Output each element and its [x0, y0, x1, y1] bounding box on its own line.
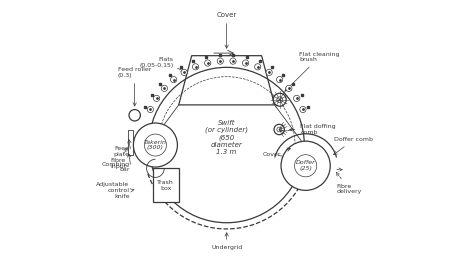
- Circle shape: [129, 110, 140, 121]
- Text: Fibre
input: Fibre input: [110, 148, 127, 169]
- Circle shape: [276, 76, 283, 83]
- Text: Trash
box: Trash box: [157, 180, 174, 191]
- Circle shape: [205, 60, 211, 66]
- Circle shape: [273, 93, 286, 106]
- Text: Flat doffing
comb: Flat doffing comb: [290, 124, 336, 135]
- Text: Doffer
(25): Doffer (25): [296, 160, 316, 171]
- Text: Fibre
delivery: Fibre delivery: [337, 172, 362, 195]
- Text: Cover: Cover: [217, 12, 237, 48]
- Circle shape: [171, 76, 177, 83]
- Text: Swift
(or cylinder)
(650
diameter
1.3 m: Swift (or cylinder) (650 diameter 1.3 m: [205, 120, 248, 155]
- Bar: [153, 168, 179, 202]
- Text: Undergrid: Undergrid: [211, 233, 242, 250]
- Circle shape: [230, 58, 236, 64]
- Text: Combing
bar: Combing bar: [101, 162, 129, 172]
- Circle shape: [154, 95, 160, 102]
- Circle shape: [133, 123, 177, 167]
- Text: Feed roller
(0.3): Feed roller (0.3): [118, 67, 151, 106]
- Circle shape: [281, 141, 330, 190]
- Circle shape: [217, 58, 223, 64]
- Circle shape: [300, 106, 306, 113]
- Text: Feed
plate: Feed plate: [113, 146, 129, 157]
- Circle shape: [161, 85, 167, 91]
- Circle shape: [243, 60, 249, 66]
- Text: Flats
(0.05-0.15): Flats (0.05-0.15): [139, 57, 173, 68]
- Circle shape: [147, 106, 154, 113]
- Circle shape: [181, 69, 187, 75]
- Circle shape: [286, 85, 292, 91]
- Text: Doffer comb: Doffer comb: [334, 137, 373, 155]
- Circle shape: [274, 124, 284, 135]
- Circle shape: [255, 64, 261, 70]
- Circle shape: [266, 69, 272, 75]
- Text: Adjustable
control
knife: Adjustable control knife: [96, 182, 129, 199]
- Circle shape: [293, 95, 300, 102]
- Text: Cover: Cover: [263, 148, 291, 157]
- Text: Flat cleaning
brush: Flat cleaning brush: [285, 52, 340, 91]
- Circle shape: [192, 64, 199, 70]
- Text: Takerin
(300): Takerin (300): [144, 140, 167, 150]
